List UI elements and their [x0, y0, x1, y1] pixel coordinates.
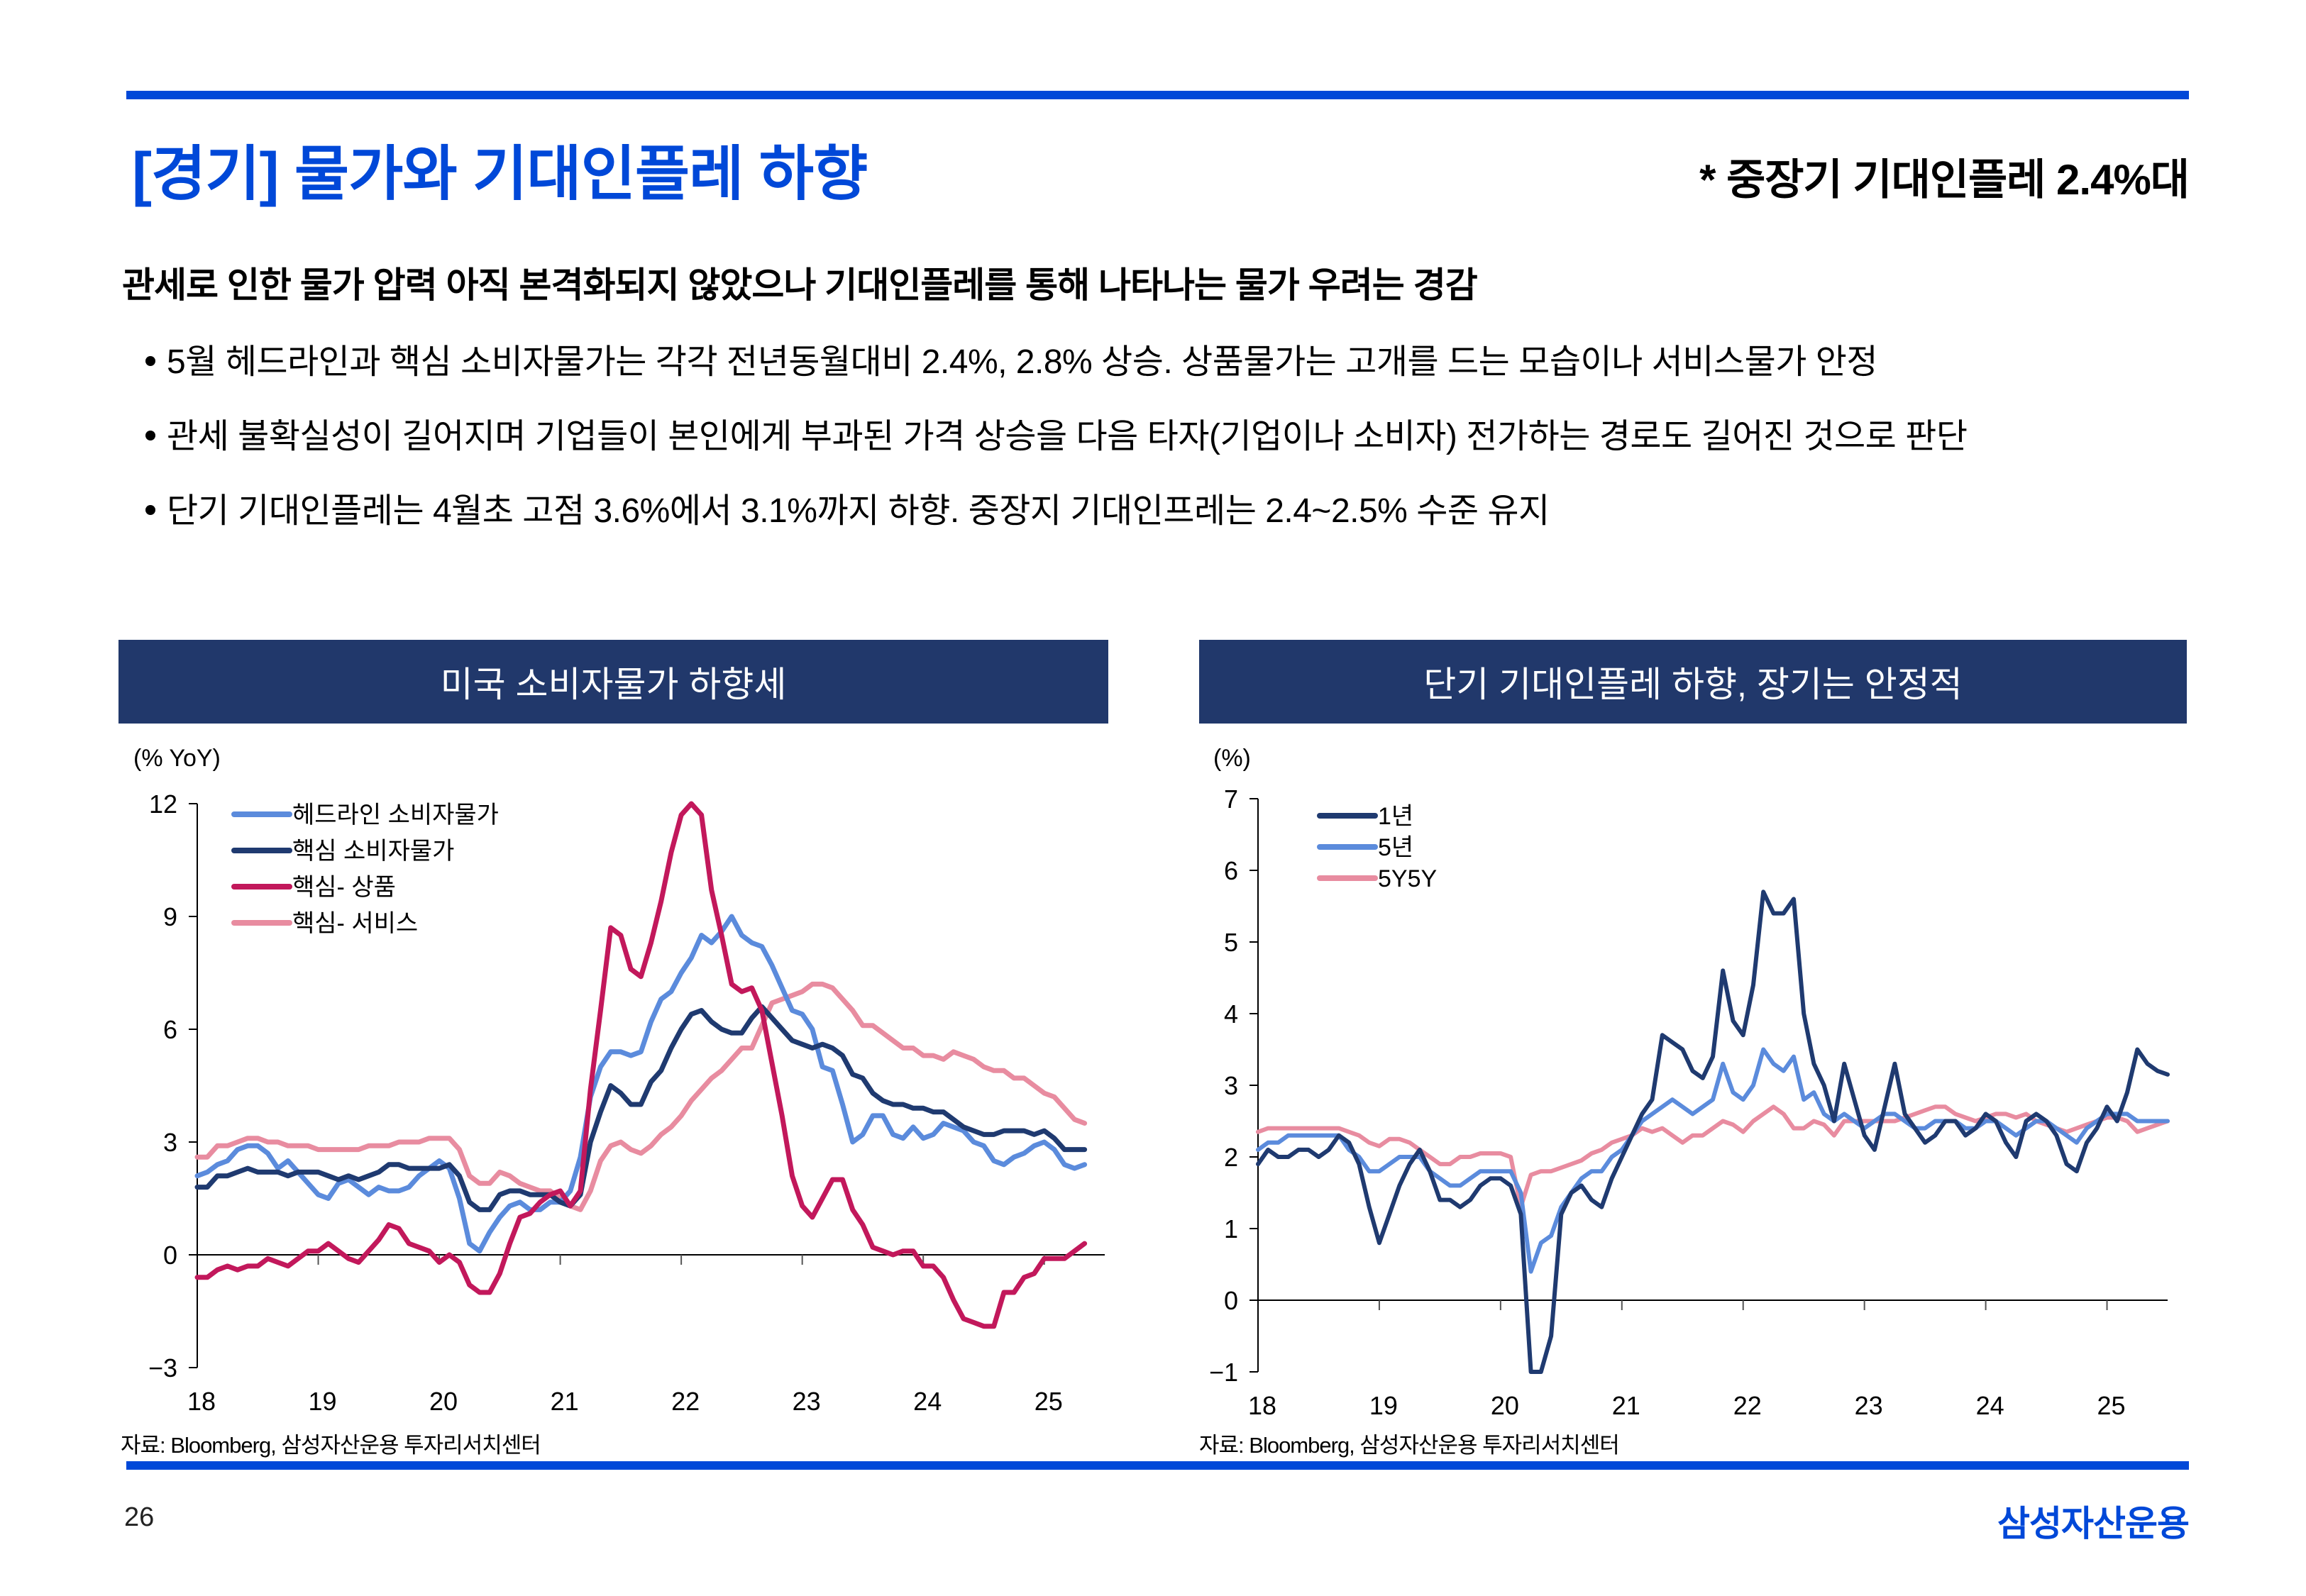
chart-2-y-tick-label: 6 [1224, 856, 1238, 885]
chart-1-unit: (% YoY) [133, 745, 221, 772]
chart-2-y-tick-label: 4 [1224, 999, 1238, 1029]
chart-1-x-tick-label: 23 [793, 1387, 821, 1416]
chart-1-y-tick-label: 12 [149, 789, 177, 819]
series-line-핵심- 서비스 [194, 981, 1088, 1212]
chart-2-y-tick-label: 7 [1224, 785, 1238, 814]
chart-2-x-tick-label: 22 [1733, 1391, 1762, 1420]
chart-1-y-tick-label: 9 [163, 902, 177, 931]
series-line-핵심- 상품 [194, 801, 1088, 1329]
bullet-text: 단기 기대인플레는 4월초 고점 3.6%에서 3.1%까지 하향. 중장지 기… [167, 492, 1550, 530]
chart-1-y-tick-label: −3 [148, 1353, 177, 1382]
legend-label-2: 5년 [1378, 834, 1413, 861]
legend-label-1: 헤드라인 소비자물가 [292, 802, 499, 829]
series-line-핵심 소비자물가 [194, 1004, 1088, 1212]
chart-1-x-tick-label: 20 [429, 1387, 458, 1416]
top-rule [126, 91, 2189, 99]
page-title: [경기] 물가와 기대인플레 하향 [132, 140, 868, 207]
legend-label-3: 핵심- 상품 [292, 874, 396, 901]
chart-1-source: 자료: Bloomberg, 삼성자산운용 투자리서치센터 [121, 1433, 541, 1458]
bullet-item: 관세 불확실성이 길어지며 기업들이 본인에게 부과된 가격 상승을 다음 타자… [145, 408, 1968, 458]
chart-1-x-tick-label: 22 [671, 1387, 700, 1416]
bullet-dot-icon [145, 505, 155, 516]
chart-1-x-tick-label: 21 [551, 1387, 579, 1416]
chart-2-x-tick-label: 21 [1612, 1391, 1640, 1420]
chart-1-x-tick-label: 18 [187, 1387, 216, 1416]
chart-2-x-tick-label: 18 [1248, 1391, 1276, 1420]
bullet-text: 5월 헤드라인과 핵심 소비자물가는 각각 전년동월대비 2.4%, 2.8% … [167, 343, 1878, 381]
chart-2-y-tick-label: 1 [1224, 1214, 1238, 1243]
brand-logo: 삼성자산운용 [1997, 1504, 2190, 1544]
series-line-1년 [1256, 890, 2170, 1374]
chart-2-title: 단기 기대인플레 하향, 장기는 안정적 [1199, 640, 2187, 724]
series-line-헤드라인 소비자물가 [194, 914, 1088, 1254]
chart-1-x-tick-label: 24 [913, 1387, 942, 1416]
page-number: 26 [124, 1502, 155, 1532]
legend-label-3: 5Y5Y [1378, 865, 1437, 892]
chart-2-x-tick-label: 20 [1491, 1391, 1519, 1420]
chart-2-unit: (%) [1213, 745, 1251, 772]
chart-1-y-tick-label: 3 [163, 1128, 177, 1157]
bullet-dot-icon [145, 356, 155, 367]
chart-1-y-tick-label: 0 [163, 1241, 177, 1270]
bullet-item: 5월 헤드라인과 핵심 소비자물가는 각각 전년동월대비 2.4%, 2.8% … [145, 333, 1878, 383]
bullet-item: 단기 기대인플레는 4월초 고점 3.6%에서 3.1%까지 하향. 중장지 기… [145, 482, 1550, 532]
chart-1-x-tick-label: 25 [1035, 1387, 1063, 1416]
bullet-dot-icon [145, 431, 155, 441]
chart-2-y-tick-label: 5 [1224, 928, 1238, 957]
series-line-5Y5Y [1256, 1104, 2170, 1209]
bullet-text: 관세 불확실성이 길어지며 기업들이 본인에게 부과된 가격 상승을 다음 타자… [167, 418, 1968, 455]
chart-1-x-tick-label: 19 [309, 1387, 337, 1416]
chart-1-y-tick-label: 6 [163, 1015, 177, 1044]
bottom-rule [126, 1461, 2189, 1470]
chart-2-y-tick-label: 3 [1224, 1071, 1238, 1100]
chart-2-y-tick-label: 2 [1224, 1143, 1238, 1172]
chart-2-x-tick-label: 23 [1855, 1391, 1883, 1420]
chart-2-x-tick-label: 24 [1976, 1391, 2004, 1420]
chart-2-x-tick-label: 19 [1369, 1391, 1398, 1420]
legend-label-1: 1년 [1378, 803, 1413, 830]
legend-label-4: 핵심- 서비스 [292, 910, 418, 937]
chart-2-source: 자료: Bloomberg, 삼성자산운용 투자리서치센터 [1199, 1433, 1620, 1458]
chart-2-x-tick-label: 25 [2097, 1391, 2126, 1420]
chart-2-y-tick-label: 0 [1224, 1286, 1238, 1315]
headline: 관세로 인한 물가 압력 아직 본격화되지 않았으나 기대인플레를 통해 나타나… [122, 265, 1478, 305]
legend-label-2: 핵심 소비자물가 [292, 838, 454, 865]
chart-1-title: 미국 소비자물가 하향세 [118, 640, 1108, 724]
series-line-5년 [1256, 1047, 2170, 1274]
chart-2-y-tick-label: −1 [1209, 1358, 1238, 1387]
key-takeaway: * 중장기 기대인플레 2.4%대 [1699, 156, 2190, 204]
